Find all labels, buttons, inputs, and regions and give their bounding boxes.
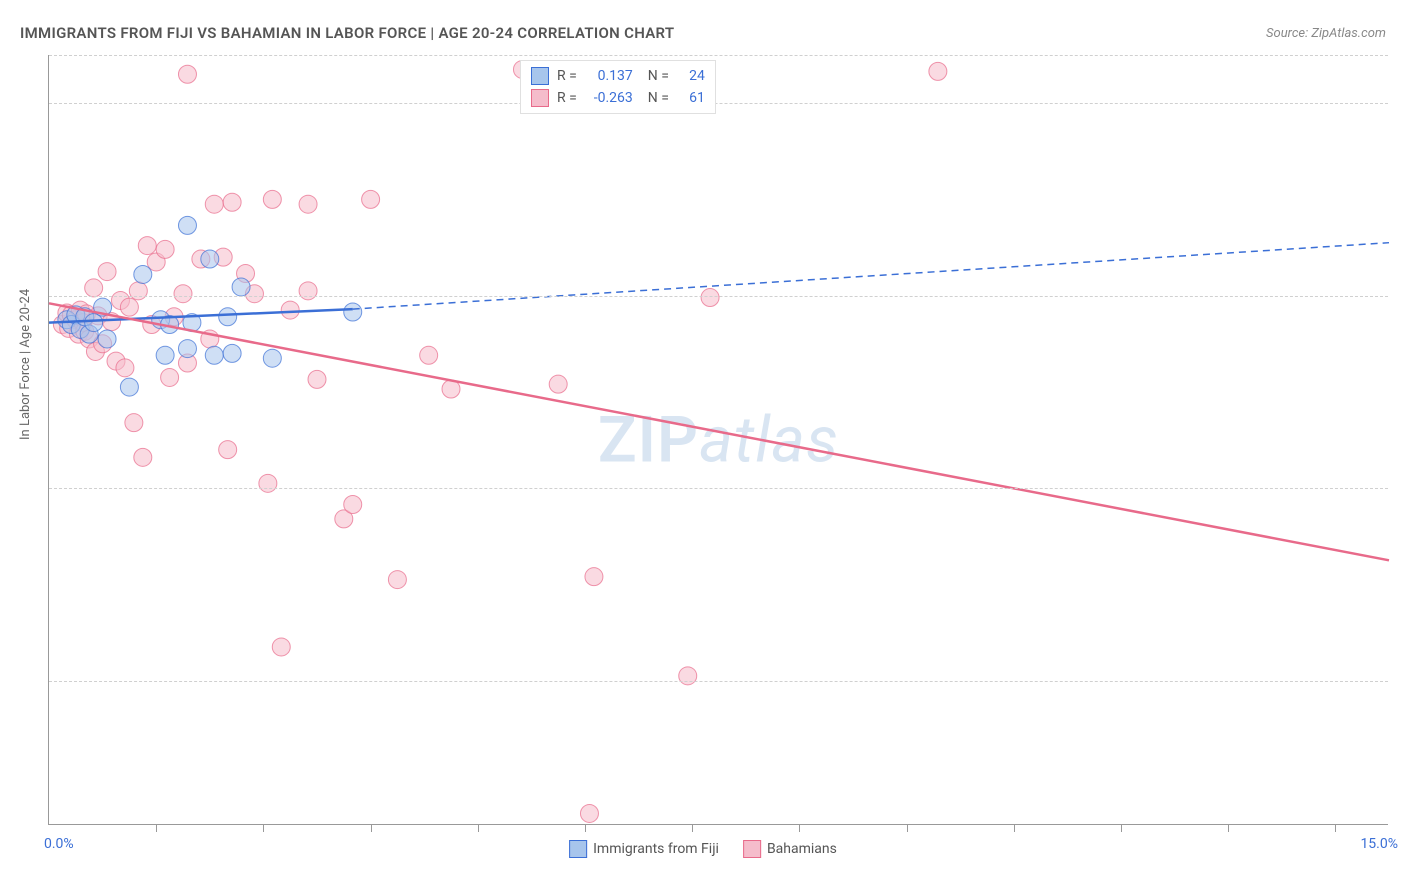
x-tick-mark — [263, 824, 264, 832]
x-tick-mark — [907, 824, 908, 832]
data-point — [299, 282, 317, 300]
data-point — [120, 378, 138, 396]
x-tick-mark — [585, 824, 586, 832]
data-point — [116, 359, 134, 377]
legend-row: R = 0.137 N = 24 — [531, 65, 705, 87]
data-point — [219, 308, 237, 326]
legend-r-value: 0.137 — [585, 68, 633, 84]
y-tick-label: 40.0% — [1398, 673, 1406, 689]
x-tick-min: 0.0% — [44, 836, 74, 852]
data-point — [308, 370, 326, 388]
data-point — [205, 195, 223, 213]
data-point — [156, 346, 174, 364]
data-point — [549, 375, 567, 393]
data-point — [138, 237, 156, 255]
x-tick-mark — [692, 824, 693, 832]
data-point — [344, 495, 362, 513]
data-point — [585, 568, 603, 586]
legend-r-label: R = — [557, 68, 577, 84]
x-tick-mark — [478, 824, 479, 832]
y-tick-label: 100.0% — [1398, 95, 1406, 111]
data-point — [134, 448, 152, 466]
data-point — [223, 193, 241, 211]
data-point — [201, 250, 219, 268]
data-point — [272, 638, 290, 656]
data-point — [263, 190, 281, 208]
data-point — [174, 285, 192, 303]
data-point — [134, 265, 152, 283]
legend-label: Immigrants from Fiji — [593, 841, 719, 857]
legend-n-value: 24 — [677, 68, 705, 84]
y-axis-label: In Labor Force | Age 20-24 — [18, 289, 33, 440]
legend-r-label: R = — [557, 90, 577, 106]
data-point — [679, 667, 697, 685]
data-point — [125, 414, 143, 432]
chart-title: IMMIGRANTS FROM FIJI VS BAHAMIAN IN LABO… — [20, 24, 674, 42]
series-legend: Immigrants from Fiji Bahamians — [569, 840, 837, 858]
gridline-h — [49, 103, 1388, 104]
gridline-h — [49, 488, 1388, 489]
data-point — [344, 303, 362, 321]
data-point — [299, 195, 317, 213]
x-tick-mark — [1228, 824, 1229, 832]
x-tick-mark — [1335, 824, 1336, 832]
data-point — [205, 346, 223, 364]
data-point — [259, 474, 277, 492]
data-point — [178, 216, 196, 234]
y-tick-label: 80.0% — [1398, 288, 1406, 304]
data-point — [232, 278, 250, 296]
legend-swatch — [569, 840, 587, 858]
legend-n-value: 61 — [677, 90, 705, 106]
trend-line — [49, 303, 1389, 560]
data-point — [420, 346, 438, 364]
x-tick-mark — [1121, 824, 1122, 832]
trend-line-extrapolated — [353, 243, 1389, 309]
legend-swatch — [743, 840, 761, 858]
correlation-legend: R = 0.137 N = 24 R = -0.263 N = 61 — [520, 60, 716, 114]
data-point — [129, 282, 147, 300]
x-tick-max: 15.0% — [1360, 836, 1398, 852]
legend-r-value: -0.263 — [585, 90, 633, 106]
scatter-plot-svg — [49, 55, 1388, 824]
x-tick-mark — [371, 824, 372, 832]
x-tick-mark — [156, 824, 157, 832]
data-point — [580, 804, 598, 822]
gridline-h — [49, 681, 1388, 682]
data-point — [701, 289, 719, 307]
data-point — [219, 441, 237, 459]
data-point — [178, 340, 196, 358]
data-point — [161, 368, 179, 386]
gridline-h — [49, 296, 1388, 297]
legend-swatch — [531, 67, 549, 85]
data-point — [98, 330, 116, 348]
data-point — [98, 263, 116, 281]
legend-label: Bahamians — [767, 841, 837, 857]
legend-item: Immigrants from Fiji — [569, 840, 719, 858]
data-point — [388, 571, 406, 589]
legend-swatch — [531, 89, 549, 107]
data-point — [362, 190, 380, 208]
data-point — [929, 62, 947, 80]
legend-row: R = -0.263 N = 61 — [531, 87, 705, 109]
data-point — [178, 65, 196, 83]
source-label: Source: ZipAtlas.com — [1266, 26, 1386, 41]
y-tick-label: 60.0% — [1398, 480, 1406, 496]
legend-n-label: N = — [641, 90, 669, 106]
x-tick-mark — [799, 824, 800, 832]
data-point — [85, 279, 103, 297]
chart-area: ZIPatlas 0.0% 15.0% 40.0%60.0%80.0%100.0… — [48, 55, 1388, 825]
data-point — [223, 344, 241, 362]
legend-item: Bahamians — [743, 840, 837, 858]
data-point — [263, 349, 281, 367]
x-tick-mark — [1014, 824, 1015, 832]
data-point — [156, 240, 174, 258]
data-point — [120, 298, 138, 316]
legend-n-label: N = — [641, 68, 669, 84]
data-point — [281, 301, 299, 319]
